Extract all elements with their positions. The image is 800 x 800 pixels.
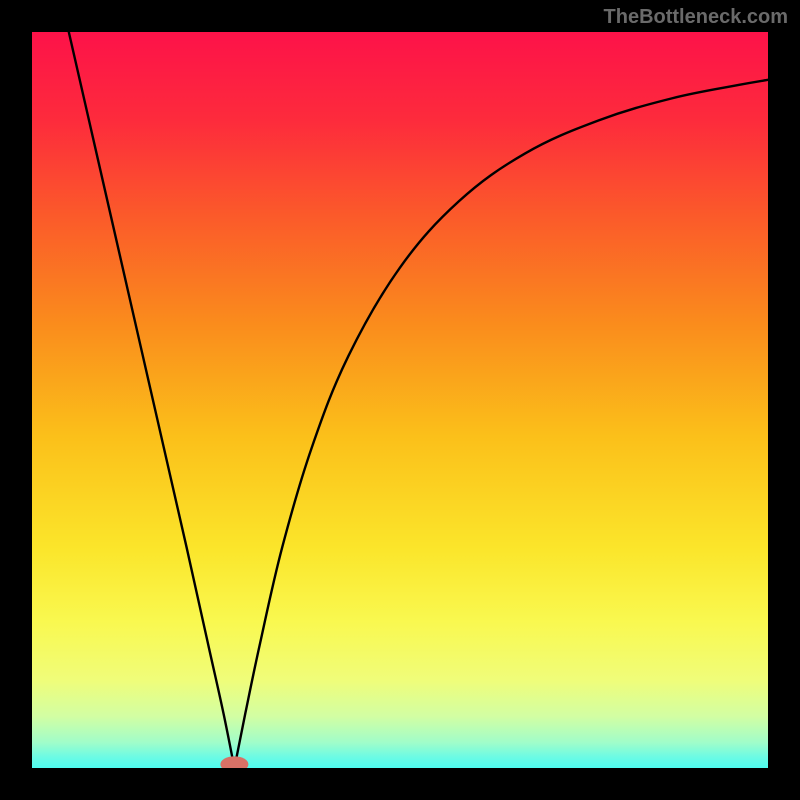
chart-container: TheBottleneck.com [0, 0, 800, 800]
watermark-text: TheBottleneck.com [604, 6, 788, 29]
plot-gradient-background [32, 32, 768, 768]
bottleneck-chart [0, 0, 800, 800]
